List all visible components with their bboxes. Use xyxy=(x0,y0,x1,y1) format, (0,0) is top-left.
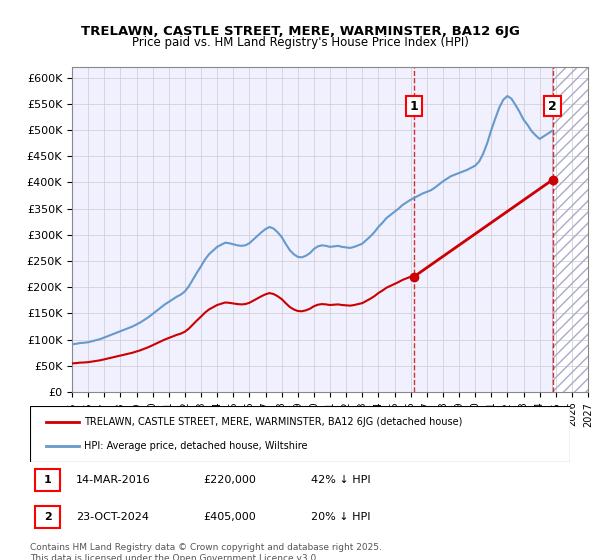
Text: Price paid vs. HM Land Registry's House Price Index (HPI): Price paid vs. HM Land Registry's House … xyxy=(131,36,469,49)
Bar xyxy=(552,67,588,392)
Text: 2: 2 xyxy=(548,100,557,113)
FancyBboxPatch shape xyxy=(35,469,60,491)
Text: TRELAWN, CASTLE STREET, MERE, WARMINSTER, BA12 6JG: TRELAWN, CASTLE STREET, MERE, WARMINSTER… xyxy=(80,25,520,38)
Text: 14-MAR-2016: 14-MAR-2016 xyxy=(76,475,151,485)
FancyBboxPatch shape xyxy=(35,506,60,528)
Text: 42% ↓ HPI: 42% ↓ HPI xyxy=(311,475,370,485)
Text: 1: 1 xyxy=(409,100,418,113)
Text: £220,000: £220,000 xyxy=(203,475,256,485)
FancyBboxPatch shape xyxy=(30,406,570,462)
Text: 1: 1 xyxy=(44,475,52,485)
Text: 23-OCT-2024: 23-OCT-2024 xyxy=(76,512,149,521)
Bar xyxy=(552,67,588,392)
Text: £405,000: £405,000 xyxy=(203,512,256,521)
Text: TRELAWN, CASTLE STREET, MERE, WARMINSTER, BA12 6JG (detached house): TRELAWN, CASTLE STREET, MERE, WARMINSTER… xyxy=(84,417,463,427)
Text: HPI: Average price, detached house, Wiltshire: HPI: Average price, detached house, Wilt… xyxy=(84,441,308,451)
Text: 20% ↓ HPI: 20% ↓ HPI xyxy=(311,512,370,521)
Text: Contains HM Land Registry data © Crown copyright and database right 2025.
This d: Contains HM Land Registry data © Crown c… xyxy=(30,543,382,560)
Text: 2: 2 xyxy=(44,512,52,521)
